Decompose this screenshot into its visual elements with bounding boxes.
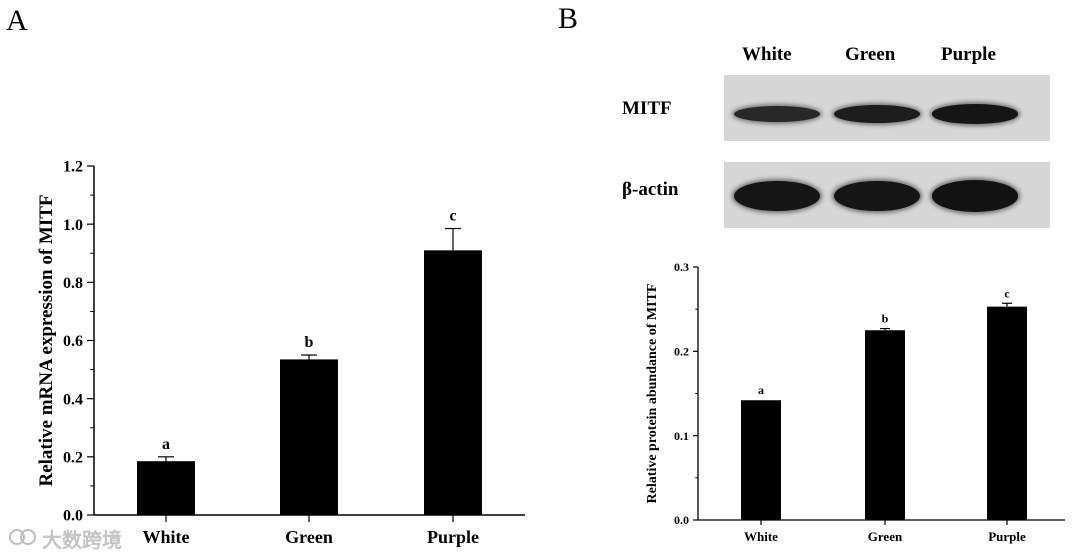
panel-b-bar-chart: 0.0 0.1 0.2 0.3 Relative protein abundance o…: [645, 260, 1065, 544]
y-tick-label: 0.2: [674, 345, 689, 359]
watermark: 大数跨境: [8, 522, 148, 552]
blot-band: [734, 105, 820, 123]
x-tick-label: Purple: [427, 527, 479, 547]
y-tick-label: 0.3: [674, 260, 689, 274]
y-tick-label: 0.6: [63, 333, 83, 350]
bar-green: [865, 330, 905, 520]
blot-band: [734, 180, 820, 212]
significance-letter: c: [1004, 286, 1010, 300]
blot-lane-label-white: White: [742, 44, 792, 65]
y-tick-label: 0.8: [63, 275, 83, 292]
blot-row-label-actin: β-actin: [622, 179, 679, 200]
logo-mark-icon: [9, 529, 36, 545]
bar-white: [137, 461, 195, 515]
y-axis-label: Relative protein abundance of MITF: [645, 284, 660, 504]
y-tick-label: 0.2: [63, 449, 83, 466]
x-tick-label: White: [744, 529, 778, 544]
bar-purple: [987, 306, 1027, 520]
blot-lane-label-purple: Purple: [941, 44, 996, 65]
panel-a-label: A: [6, 4, 28, 37]
x-tick-label: Purple: [988, 529, 1026, 544]
blot-band: [834, 105, 920, 123]
y-tick-label: 0.4: [63, 391, 83, 408]
y-axis-label: Relative mRNA expression of MITF: [36, 194, 57, 486]
x-tick-label: Green: [285, 527, 333, 547]
y-tick-label: 1.0: [63, 217, 83, 234]
blot-band: [932, 180, 1018, 212]
significance-letter: a: [162, 436, 170, 453]
significance-letter: c: [449, 208, 456, 225]
significance-letter: b: [305, 334, 314, 351]
blot-lane-label-green: Green: [845, 44, 896, 65]
significance-letter: a: [758, 383, 764, 397]
y-tick-label: 0.0: [674, 513, 689, 527]
y-tick-label: 1.2: [63, 159, 83, 176]
y-tick-label: 0.1: [674, 429, 689, 443]
x-tick-label: White: [143, 527, 190, 547]
watermark-text: 大数跨境: [42, 528, 122, 552]
blot-band: [932, 104, 1018, 124]
panel-b-label: B: [558, 2, 579, 35]
bar-white: [741, 400, 781, 520]
bar-purple: [424, 250, 482, 515]
y-tick-label: 0.0: [63, 508, 83, 525]
significance-letter: b: [882, 312, 889, 326]
panel-a-bar-chart: 0.0 0.2 0.4 0.6 0.8 1.0 1.2 Relative mRNA expre…: [36, 159, 525, 547]
x-tick-label: Green: [868, 529, 903, 544]
blot-row-label-mitf: MITF: [622, 98, 672, 119]
panel-a: A 0.0 0.2 0.4 0.6 0.8 1.0 1.2 Relative mRNA exp…: [6, 4, 525, 547]
blot-band: [834, 180, 920, 212]
bar-green: [280, 359, 338, 515]
panel-b: B White Green Purple MITF β-actin 0.0 0.1…: [540, 0, 1080, 556]
